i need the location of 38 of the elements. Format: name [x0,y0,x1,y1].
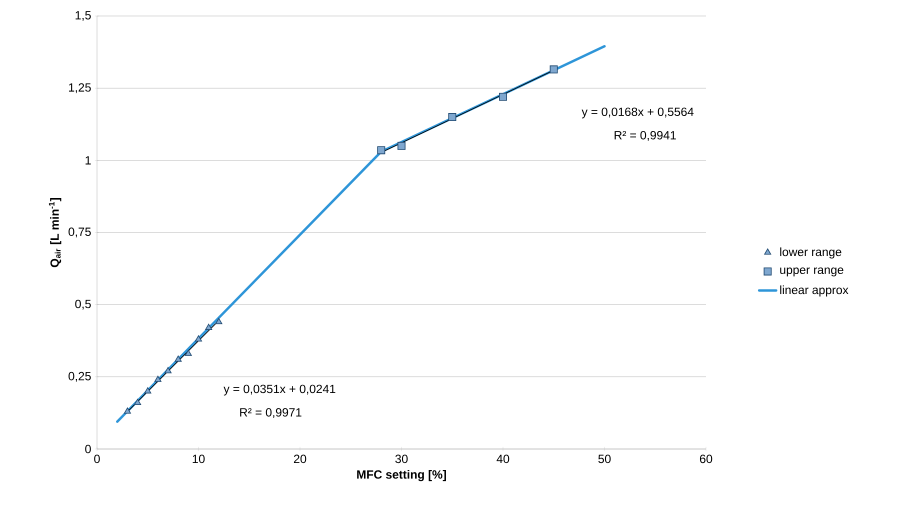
y-tick-label: 0 [85,444,91,454]
point [164,367,172,374]
y-tick-label: 0,5 [75,300,91,310]
x-tick-label: 20 [294,454,306,464]
point [184,350,192,356]
point [448,113,456,122]
point [398,142,406,150]
annotation: y = 0,0168x + 0,5564 [582,108,694,118]
legend-label: linear approx [780,285,848,297]
x-tick-label: 50 [598,454,611,464]
point [215,318,222,324]
annotation: R² = 0,9941 [614,131,676,141]
point [377,146,386,154]
legend-label: lower range [780,247,842,259]
y-tick-label: 0,75 [68,228,91,238]
point [194,335,202,342]
annotation: R² = 0,9971 [240,408,302,418]
y-tick-label: 1,5 [76,11,91,21]
x-tick-label: 60 [700,454,712,464]
x-tick-label: 10 [192,454,205,464]
point [205,324,212,330]
x-tick-label: 0 [94,454,100,464]
y-tick-label: 1,25 [68,83,91,94]
x-tick-label: 40 [496,454,510,464]
annotation: y = 0,0351x + 0,0241 [224,384,336,396]
point [550,65,558,74]
point [144,387,152,394]
x-axis-title: MFC setting [%] [357,470,446,482]
point [124,407,131,414]
point [154,376,162,382]
point [134,398,142,406]
y-axis-title: Q$_{air}$ [L min$^{-1}$] [48,198,62,268]
y-tick-label: 0,25 [68,372,91,382]
x-tick-label: 30 [395,454,408,464]
point [174,356,182,362]
point [499,92,507,101]
legend-label: upper range [780,267,844,276]
y-tick-label: 1 [86,156,91,164]
